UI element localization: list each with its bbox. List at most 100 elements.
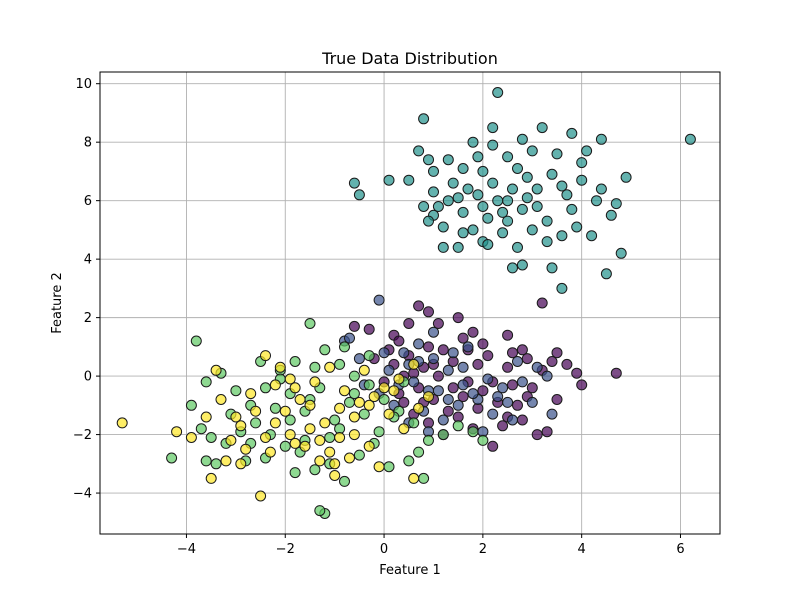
y-axis-label: Feature 2 [50, 272, 65, 334]
data-point [383, 461, 395, 473]
x-axis-ticks: −4 −2 0 2 4 6 [177, 534, 685, 557]
data-point [531, 183, 543, 195]
data-point [334, 358, 346, 370]
data-point [413, 338, 425, 350]
y-tick-label: −2 [73, 428, 92, 443]
data-point [477, 338, 489, 350]
data-point [482, 239, 494, 250]
data-point [185, 432, 197, 443]
data-point [274, 361, 286, 373]
data-point [348, 320, 360, 332]
data-point [260, 432, 271, 443]
data-point [487, 440, 499, 452]
data-point [363, 350, 375, 362]
data-point [561, 189, 573, 201]
data-point [467, 224, 479, 236]
data-point [383, 174, 395, 186]
y-tick-label: −4 [73, 487, 92, 502]
data-point [507, 347, 518, 359]
data-point [581, 145, 593, 157]
data-point [220, 455, 232, 467]
data-point [398, 347, 410, 359]
data-point [516, 414, 528, 426]
data-point [482, 350, 494, 362]
data-point [363, 379, 375, 391]
data-point [487, 177, 499, 189]
data-point [344, 452, 355, 464]
data-point [576, 379, 588, 391]
data-point [235, 458, 247, 470]
data-point [334, 432, 346, 443]
data-point [502, 195, 514, 207]
data-point [452, 399, 464, 411]
data-point [418, 113, 430, 125]
data-point [521, 171, 533, 183]
data-point [531, 201, 543, 212]
data-point [432, 385, 444, 397]
data-point [413, 446, 425, 458]
data-point [497, 420, 509, 432]
data-point [166, 452, 178, 464]
data-point [279, 440, 291, 452]
data-point [477, 165, 489, 177]
data-point [487, 122, 499, 134]
data-point [230, 385, 242, 397]
data-point [437, 344, 449, 356]
data-point [388, 385, 400, 397]
data-point [516, 133, 528, 145]
data-point [531, 429, 543, 441]
data-point [378, 382, 390, 394]
data-point [309, 361, 321, 373]
data-point [373, 461, 385, 473]
data-point [467, 426, 479, 438]
data-point [269, 379, 281, 391]
data-point [329, 414, 341, 426]
data-point [467, 136, 479, 148]
data-point [418, 472, 430, 484]
data-point [462, 341, 474, 353]
data-point [373, 426, 385, 438]
data-point [516, 203, 528, 215]
data-point [437, 241, 449, 253]
data-point [353, 396, 365, 408]
x-tick-label: 2 [479, 542, 487, 557]
data-point [190, 335, 202, 347]
data-point [452, 241, 464, 253]
data-point [348, 429, 360, 441]
data-point [393, 335, 405, 347]
data-point [442, 394, 454, 405]
data-point [556, 180, 568, 192]
data-point [260, 382, 271, 394]
data-point [512, 356, 523, 367]
data-point [526, 382, 538, 394]
data-point [408, 472, 420, 484]
data-point [329, 470, 341, 481]
data-point [289, 382, 301, 394]
data-point [383, 364, 395, 376]
data-point [462, 183, 474, 195]
data-point [358, 364, 370, 376]
data-point [284, 429, 296, 441]
data-point [546, 168, 558, 180]
data-point [230, 411, 242, 423]
data-point [205, 432, 217, 443]
data-point [442, 405, 454, 417]
data-point [551, 347, 563, 359]
data-point [304, 318, 316, 329]
data-point [502, 329, 514, 341]
data-point [339, 385, 350, 397]
data-point [324, 432, 336, 443]
data-point [348, 370, 360, 382]
data-point [348, 388, 360, 400]
data-point [571, 367, 583, 379]
data-point [378, 394, 390, 405]
data-point [472, 151, 484, 163]
data-point [329, 458, 341, 470]
data-point [428, 353, 439, 365]
data-point [536, 297, 548, 309]
data-point [684, 133, 696, 145]
data-point [457, 379, 469, 391]
data-point [610, 367, 622, 379]
chart-title: True Data Distribution [321, 49, 498, 68]
data-point [497, 206, 509, 218]
